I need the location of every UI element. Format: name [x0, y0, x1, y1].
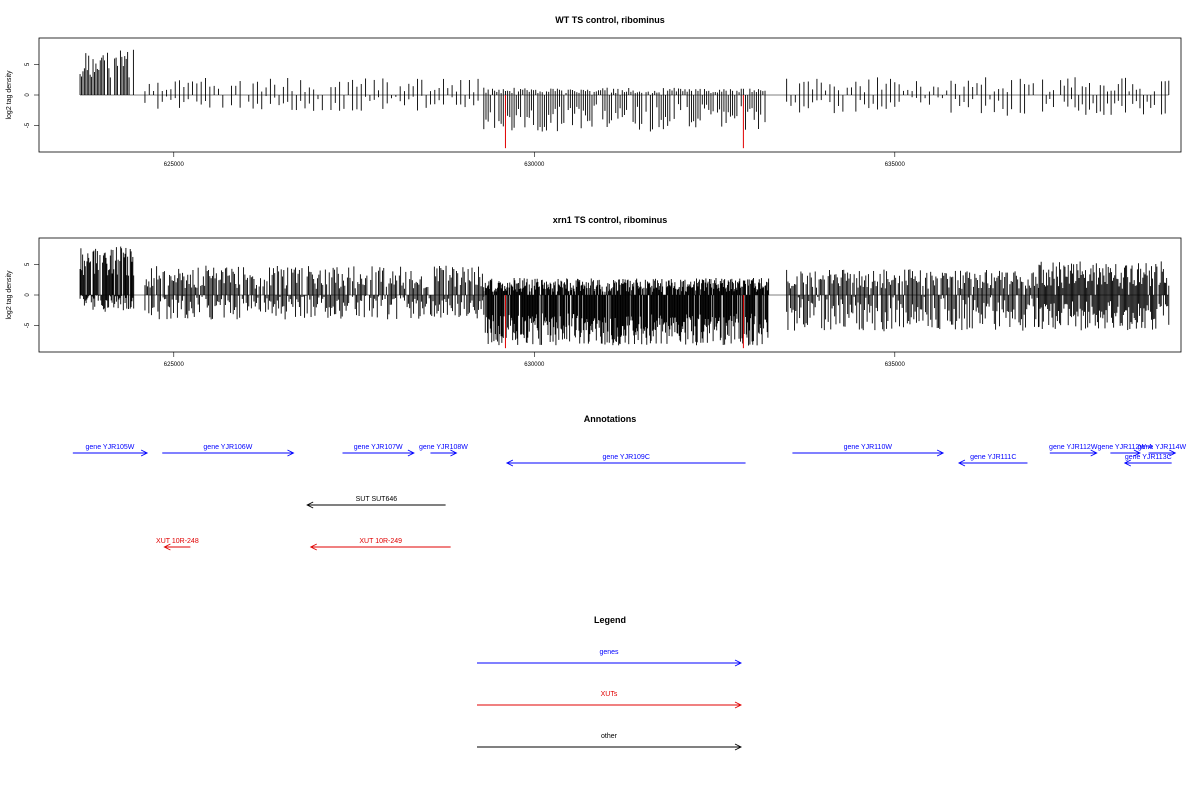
legend-label: XUTs [601, 691, 618, 698]
xrn1-panel: xrn1 TS control, ribominus 625000 630000 6… [6, 215, 1182, 368]
feature-arrowhead [309, 543, 317, 551]
legend-arrowhead [734, 659, 743, 667]
x-tick-label: 630000 [524, 162, 545, 168]
x-tick-label: 625000 [164, 362, 185, 368]
feature-label: gene YJR110W [844, 444, 893, 451]
feature-arrowhead [1090, 449, 1098, 457]
feature-arrowhead [287, 449, 295, 457]
annotations-panel: Annotations gene YJR105W gene YJR106W gene… [72, 414, 1187, 551]
wt-y-axis-label: log2 tag density [6, 70, 13, 120]
y-tick-label: -5 [25, 122, 31, 128]
feature-label: gene YJR112W [1049, 444, 1098, 451]
feature-arrowhead [140, 449, 149, 457]
feature-label: gene YJR111C [970, 454, 1016, 461]
feature-arrowhead [936, 449, 945, 457]
x-tick-label: 635000 [885, 362, 906, 368]
feature-arrowhead [505, 459, 514, 467]
x-tick-label: 635000 [885, 162, 906, 168]
feature-arrowhead [1169, 449, 1177, 457]
annotations-title: Annotations [584, 414, 637, 424]
feature-label: gene YJR114W [1138, 444, 1187, 451]
feature-arrowhead [1123, 459, 1132, 467]
feature-label: XUT 10R-249 [359, 538, 402, 545]
y-tick-label: -5 [25, 322, 31, 328]
xrn1-y-axis-label: log2 tag density [6, 270, 13, 320]
feature-label: SUT SUT646 [356, 496, 398, 503]
feature-label: gene YJR106W [203, 444, 252, 451]
wt-title: WT TS control, ribominus [555, 15, 665, 25]
y-tick-label: 5 [25, 262, 31, 266]
wt-panel: WT TS control, ribominus 625000 630000 635… [6, 15, 1182, 168]
feature-label: gene YJR108W [419, 444, 468, 451]
feature-arrowhead [306, 501, 314, 509]
legend-label: genes [599, 649, 619, 656]
wt-y-axis: 5 0 -5 [25, 62, 39, 128]
xrn1-title: xrn1 TS control, ribominus [553, 215, 668, 225]
feature-label: gene YJR107W [354, 444, 403, 451]
legend-arrowhead [734, 743, 743, 751]
xrn1-x-axis: 625000 630000 635000 [164, 352, 906, 368]
feature-label: gene YJR113C [1125, 454, 1172, 461]
feature-label: XUT 10R-248 [156, 538, 199, 545]
x-tick-label: 625000 [164, 162, 185, 168]
feature-arrowhead [1133, 449, 1141, 457]
legend-panel: Legend genes XUTs other [477, 615, 743, 751]
feature-label: gene YJR112W-A [1098, 444, 1154, 451]
annotation-features: gene YJR105W gene YJR106W gene YJR107W gene… [72, 444, 1187, 551]
legend-items: genes XUTs other [477, 649, 743, 751]
x-tick-label: 630000 [524, 362, 545, 368]
feature-arrowhead [163, 543, 171, 551]
y-tick-label: 5 [25, 62, 31, 66]
xrn1-y-axis: 5 0 -5 [25, 262, 39, 328]
wt-x-axis: 625000 630000 635000 [164, 152, 906, 168]
y-tick-label: 0 [25, 293, 31, 297]
legend-label: other [601, 733, 618, 740]
legend-title: Legend [594, 615, 626, 625]
y-tick-label: 0 [25, 93, 31, 97]
wt-bars [79, 49, 1170, 149]
xrn1-bars [79, 246, 1170, 349]
feature-label: gene YJR105W [86, 444, 135, 451]
feature-arrowhead [407, 449, 415, 457]
feature-arrowhead [450, 449, 458, 457]
feature-arrowhead [957, 459, 966, 467]
feature-label: gene YJR109C [603, 454, 650, 461]
legend-arrowhead [734, 701, 743, 709]
